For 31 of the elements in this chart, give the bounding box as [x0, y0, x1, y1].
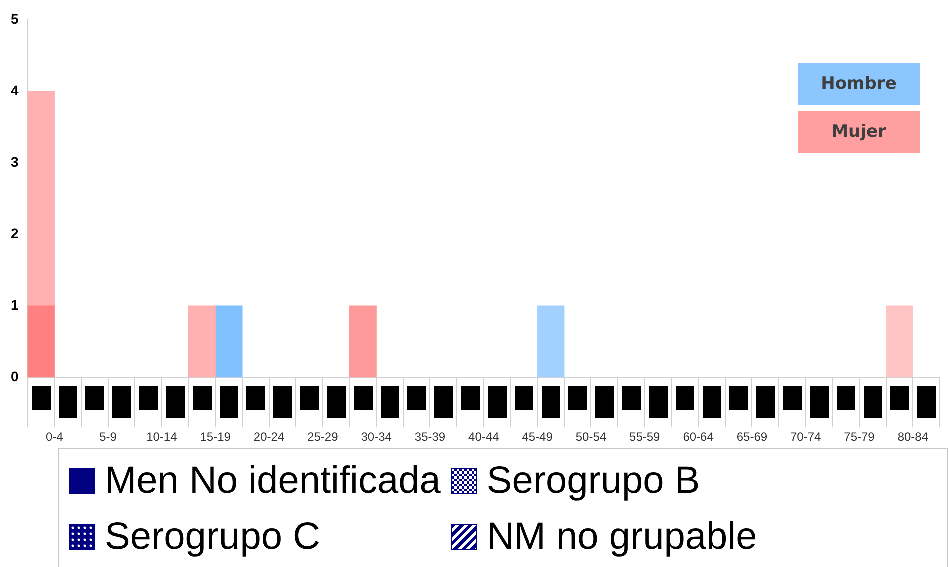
x-tick-label: 75-79 [844, 430, 876, 444]
x-tick-label: 40-44 [468, 430, 500, 444]
x-tick-label: 25-29 [308, 430, 339, 444]
label-box: Hombre [798, 63, 920, 105]
y-tick-label: 5 [10, 10, 19, 27]
x-tick-label: 45-49 [522, 430, 554, 444]
x-tick-label: 55-59 [630, 430, 661, 444]
y-tick-label: 4 [10, 82, 19, 98]
x-tick-label: 65-69 [736, 430, 768, 444]
y-tick-label: 1 [10, 296, 19, 313]
legend-label: Serogrupo C [105, 515, 320, 560]
legend-label: Serogrupo B [486, 459, 700, 504]
x-tick-label: 15-19 [200, 430, 232, 444]
y-tick-label: 0 [10, 368, 19, 384]
y-tick-label: 2 [10, 225, 19, 242]
text: Men No identificada [105, 459, 441, 504]
x-tick-label: 5-9 [100, 430, 118, 444]
y-tick-label: 3 [10, 154, 19, 170]
x-tick-label: 70-74 [790, 430, 822, 444]
legend-label: NM no grupable [486, 515, 758, 560]
x-tick-label: 35-39 [414, 430, 446, 444]
x-tick-label: 30-34 [361, 430, 392, 444]
annotation: Mujer [832, 122, 886, 142]
annotation: Hombre [821, 74, 897, 94]
x-tick-label: 50-54 [576, 430, 607, 444]
x-tick-label: 60-64 [683, 430, 714, 444]
x-tick-label: 20-24 [254, 430, 285, 444]
x-tick-label: 10-14 [146, 430, 178, 444]
x-tick-label: 80-84 [898, 430, 929, 444]
x-tick-label: 0-4 [46, 430, 64, 444]
label-box: Mujer [798, 111, 920, 153]
